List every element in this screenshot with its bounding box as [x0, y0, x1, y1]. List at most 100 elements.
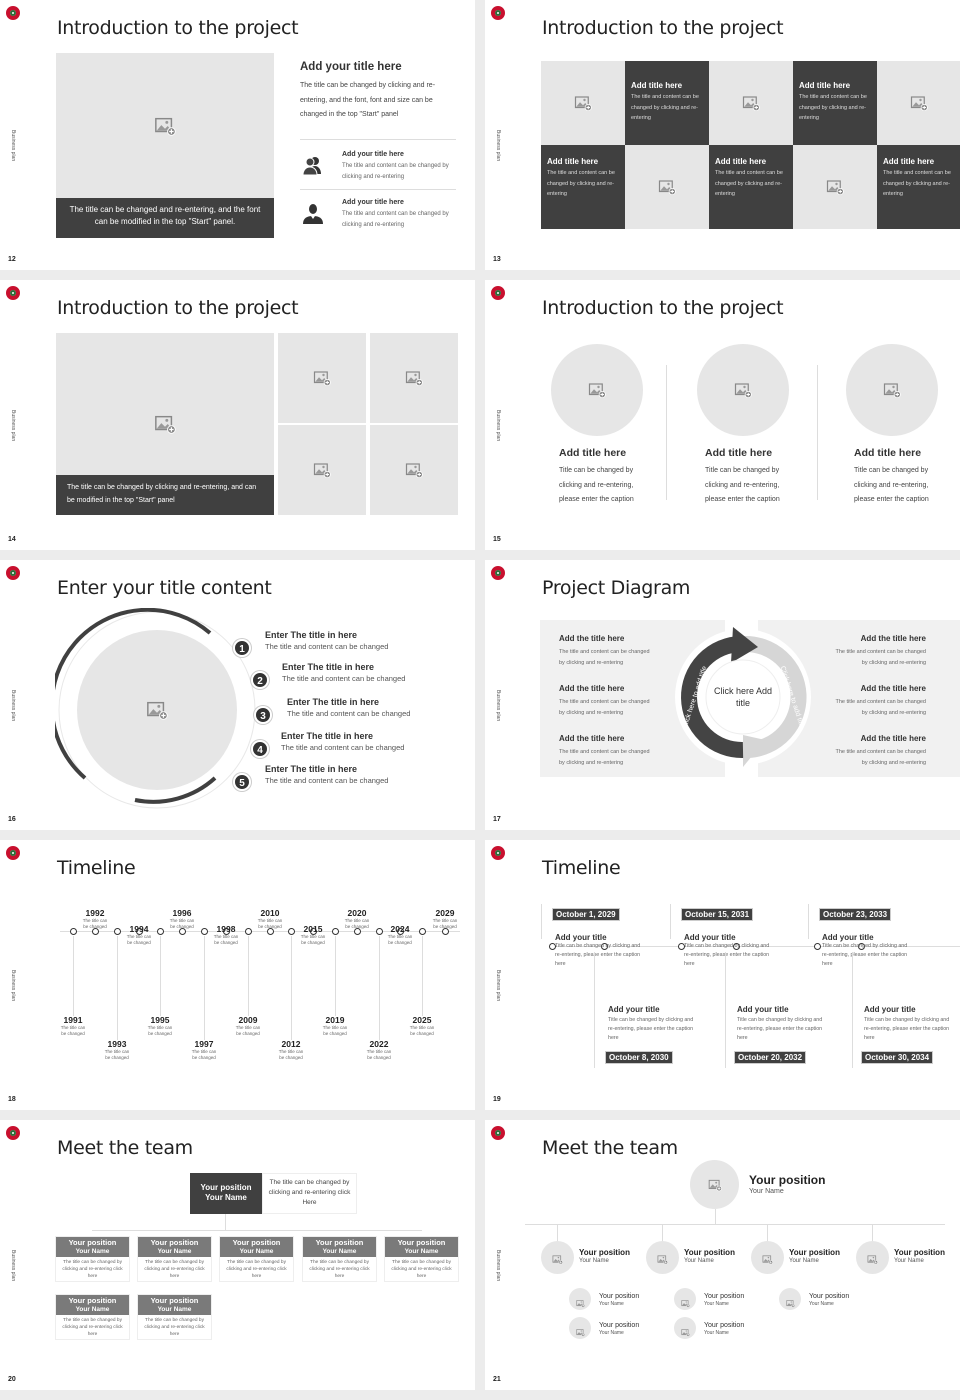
timeline-node[interactable] [678, 943, 685, 950]
member-card[interactable]: Your position Your Name The title can be c… [137, 1294, 212, 1340]
image-placeholder[interactable] [674, 1317, 696, 1339]
cell-text: The title and content can be changed by … [547, 170, 615, 197]
image-placeholder[interactable] [779, 1288, 801, 1310]
image-placeholder[interactable] [690, 1160, 739, 1209]
item-text: The title and content can be changed by … [835, 699, 926, 716]
image-placeholder[interactable] [856, 1241, 889, 1274]
year-caption: The title can be changed [322, 1025, 348, 1036]
image-placeholder[interactable] [877, 61, 960, 145]
slide-title[interactable]: Introduction to the project [57, 297, 299, 319]
timeline-node[interactable] [601, 943, 608, 950]
image-placeholder[interactable] [709, 61, 793, 145]
timeline-node[interactable] [733, 943, 740, 950]
member-card[interactable]: Your position Your Name The title can be c… [137, 1236, 212, 1282]
timeline-node[interactable] [332, 928, 339, 935]
item-title: Add your title [822, 933, 874, 942]
image-placeholder[interactable] [370, 425, 458, 515]
timeline-node[interactable] [442, 928, 449, 935]
timeline-node[interactable] [354, 928, 361, 935]
name: Your Name [579, 1258, 609, 1264]
lead-text: The title can be changed by clicking and… [262, 1173, 357, 1214]
timeline-node[interactable] [92, 928, 99, 935]
timeline-node[interactable] [201, 928, 208, 935]
item-title: Add the title here [860, 684, 926, 693]
slide-title[interactable]: Timeline [542, 857, 621, 879]
page-number: 17 [493, 816, 501, 823]
content-cell[interactable]: Add title here The title and content can … [709, 145, 793, 229]
slide-title[interactable]: Project Diagram [542, 577, 691, 599]
item-text: The title and content can be changed by … [559, 749, 650, 766]
image-placeholder[interactable] [846, 344, 938, 436]
slide-title[interactable]: Introduction to the project [542, 17, 784, 39]
image-placeholder[interactable] [370, 333, 458, 423]
timeline-node[interactable] [70, 928, 77, 935]
timeline-node[interactable] [136, 928, 143, 935]
cycle-diagram[interactable] [673, 627, 813, 767]
slide-title[interactable]: Meet the team [542, 1137, 678, 1159]
connector [541, 904, 542, 939]
member-card[interactable]: Your position Your Name The title can be c… [384, 1236, 459, 1282]
image-placeholder[interactable] [793, 145, 877, 229]
image-placeholder[interactable] [77, 630, 237, 790]
item-text: Title can be changed by clicking and re-… [737, 1017, 823, 1041]
year-caption: The title can be changed [104, 1049, 130, 1060]
image-placeholder[interactable] [278, 425, 366, 515]
slide-title[interactable]: Enter your title content [57, 577, 272, 599]
image-placeholder[interactable] [646, 1241, 679, 1274]
image-placeholder-icon [708, 1178, 722, 1192]
timeline-node[interactable] [376, 928, 383, 935]
image-placeholder-icon [680, 1295, 690, 1308]
content-cell[interactable]: Add title here The title and content can … [625, 61, 709, 145]
lead-card[interactable]: Your position Your Name [190, 1173, 262, 1214]
connector [204, 936, 205, 1040]
timeline-node[interactable] [179, 928, 186, 935]
slide-19: Business plan 19 Timeline October 1, 2029 Ad… [485, 840, 960, 1110]
side-label: Business plan [495, 130, 501, 162]
timeline-node[interactable] [223, 928, 230, 935]
timeline-node[interactable] [814, 943, 821, 950]
timeline-node[interactable] [397, 928, 404, 935]
image-placeholder[interactable] [278, 333, 366, 423]
item-title: Enter The title in here [281, 731, 374, 741]
image-placeholder[interactable] [569, 1288, 591, 1310]
item-title: Enter The title in here [265, 630, 358, 640]
item-title: Enter The title in here [265, 764, 358, 774]
image-placeholder[interactable] [697, 344, 789, 436]
timeline-node[interactable] [288, 928, 295, 935]
timeline-node[interactable] [310, 928, 317, 935]
member-card[interactable]: Your position Your Name The title can be c… [55, 1294, 130, 1340]
image-placeholder[interactable] [541, 61, 625, 145]
image-placeholder[interactable] [569, 1317, 591, 1339]
slide-title[interactable]: Meet the team [57, 1137, 193, 1159]
name: Your Name [704, 1330, 729, 1336]
timeline-node[interactable] [858, 943, 865, 950]
timeline-node[interactable] [549, 943, 556, 950]
image-placeholder[interactable] [56, 53, 274, 198]
image-placeholder[interactable] [625, 145, 709, 229]
content-cell[interactable]: Add title here The title and content can … [877, 145, 960, 229]
member-card[interactable]: Your position Your Name The title can be c… [302, 1236, 377, 1282]
timeline-node[interactable] [419, 928, 426, 935]
slide-title[interactable]: Timeline [57, 857, 136, 879]
image-placeholder[interactable] [751, 1241, 784, 1274]
member-card[interactable]: Your position Your Name The title can be c… [219, 1236, 294, 1282]
item-text: Title can be changed by clicking and re-… [555, 943, 641, 967]
position: Your position [599, 1293, 640, 1300]
timeline-node[interactable] [267, 928, 274, 935]
image-placeholder[interactable] [551, 344, 643, 436]
timeline-node[interactable] [157, 928, 164, 935]
slide-title[interactable]: Introduction to the project [542, 297, 784, 319]
member-card[interactable]: Your position Your Name The title can be c… [55, 1236, 130, 1282]
year-caption: The title can be changed [126, 934, 152, 945]
content-cell[interactable]: Add title here The title and content can … [541, 145, 625, 229]
position: Your position [704, 1293, 745, 1300]
slide-title[interactable]: Introduction to the project [57, 17, 299, 39]
year-label: 2022 [369, 1039, 389, 1049]
content-cell[interactable]: Add title here The title and content can … [793, 61, 877, 145]
center-label[interactable]: Click here Add title [713, 686, 773, 708]
timeline-node[interactable] [245, 928, 252, 935]
image-placeholder[interactable] [674, 1288, 696, 1310]
timeline-node[interactable] [114, 928, 121, 935]
cell-title: Add title here [547, 157, 599, 166]
image-placeholder[interactable] [541, 1241, 574, 1274]
